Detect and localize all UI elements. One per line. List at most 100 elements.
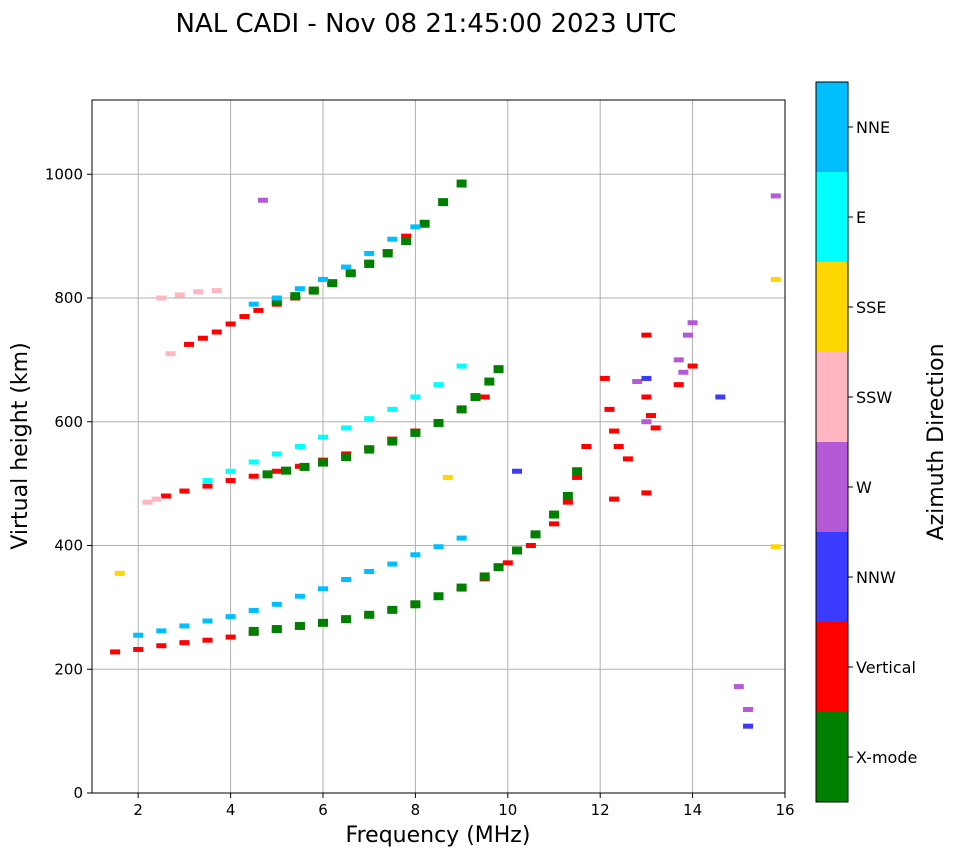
echo-point: [549, 521, 559, 527]
x-axis-label: Frequency (MHz): [346, 823, 531, 848]
echo-point: [294, 621, 305, 630]
echo-point: [401, 237, 412, 246]
echo-point: [387, 561, 398, 567]
echo-point: [641, 375, 652, 381]
x-tick-label: 8: [411, 801, 421, 819]
echo-point: [156, 643, 167, 649]
echo-point: [678, 369, 689, 375]
echo-point: [604, 406, 615, 412]
y-tick-label: 400: [54, 537, 83, 555]
echo-point: [433, 418, 444, 427]
echo-point: [770, 276, 781, 282]
echo-point: [433, 382, 444, 388]
echo-point: [174, 292, 185, 298]
echo-point: [318, 458, 328, 467]
echo-point: [387, 437, 398, 446]
colorbar-label: Vertical: [856, 658, 916, 677]
echo-point: [202, 637, 213, 643]
echo-point: [650, 425, 661, 431]
x-tick-label: 6: [318, 801, 328, 819]
echo-point: [202, 618, 213, 624]
echo-point: [632, 379, 643, 385]
echo-point: [225, 634, 236, 640]
x-tick-label: 10: [498, 801, 517, 819]
echo-point: [225, 478, 236, 484]
echo-point: [433, 544, 444, 550]
colorbar-swatch: [816, 352, 848, 442]
echo-point: [364, 445, 375, 454]
echo-point: [673, 357, 684, 363]
echo-point: [225, 468, 236, 474]
echo-point: [493, 563, 504, 572]
echo-point: [770, 193, 781, 199]
colorbar-label: NNE: [856, 118, 890, 137]
echo-point: [151, 496, 162, 502]
echo-point: [581, 444, 592, 449]
echo-point: [184, 341, 195, 347]
echo-point: [156, 295, 167, 301]
echo-point: [646, 413, 657, 419]
colorbar-label: W: [856, 478, 872, 497]
echo-point: [179, 488, 190, 494]
echo-point: [641, 490, 652, 496]
echo-point: [410, 552, 421, 558]
echo-point: [572, 467, 583, 476]
echo-point: [673, 382, 684, 388]
echo-point: [456, 405, 467, 414]
echo-point: [114, 570, 125, 576]
echo-point: [299, 462, 310, 471]
colorbar-swatch: [816, 82, 848, 172]
echo-point: [572, 474, 583, 480]
echo-point: [165, 351, 176, 357]
echo-point: [197, 335, 208, 341]
echo-point: [770, 544, 781, 550]
echo-point: [133, 646, 144, 652]
echo-point: [743, 723, 754, 729]
echo-point: [622, 456, 633, 462]
colorbar-label: SSE: [856, 298, 886, 317]
echo-point: [248, 473, 259, 479]
echo-point: [456, 583, 467, 592]
echo-point: [318, 276, 328, 282]
y-tick-label: 0: [73, 784, 83, 802]
echo-point: [562, 492, 573, 500]
echo-point: [257, 197, 268, 203]
echo-point: [318, 434, 328, 440]
echo-point: [142, 499, 153, 505]
echo-point: [512, 546, 523, 555]
echo-point: [410, 224, 421, 230]
x-tick-label: 4: [226, 801, 236, 819]
echo-point: [364, 250, 375, 256]
echo-point: [294, 286, 305, 292]
echo-point: [202, 478, 213, 484]
echo-point: [442, 474, 453, 480]
colorbar-swatch: [816, 532, 848, 622]
echo-point: [308, 286, 319, 295]
echo-point: [419, 219, 430, 228]
colorbar-label: E: [856, 208, 866, 227]
echo-point: [387, 406, 398, 412]
x-axis-ticks: 2 4 6 8 10 12 14 16: [133, 793, 795, 819]
echo-point: [290, 292, 301, 301]
x-tick-label: 16: [775, 801, 794, 819]
echo-point: [401, 233, 412, 239]
echo-point: [110, 649, 121, 655]
colorbar-label: X-mode: [856, 748, 917, 767]
echo-point: [733, 684, 744, 690]
echo-point: [179, 623, 190, 629]
echo-point: [410, 394, 421, 400]
colorbar-swatch: [816, 712, 848, 802]
echo-point: [341, 615, 352, 624]
echo-point: [493, 365, 504, 374]
echo-point: [341, 425, 352, 431]
echo-point: [609, 496, 620, 502]
echo-point: [456, 363, 467, 369]
chart-title: NAL CADI - Nov 08 21:45:00 2023 UTC: [176, 9, 677, 39]
echo-point: [387, 236, 398, 242]
colorbar-swatch: [816, 262, 848, 352]
echo-point: [271, 468, 282, 474]
echo-point: [687, 320, 698, 326]
echo-point: [211, 288, 222, 294]
colorbar-swatch: [816, 172, 848, 262]
echo-point: [502, 560, 513, 566]
